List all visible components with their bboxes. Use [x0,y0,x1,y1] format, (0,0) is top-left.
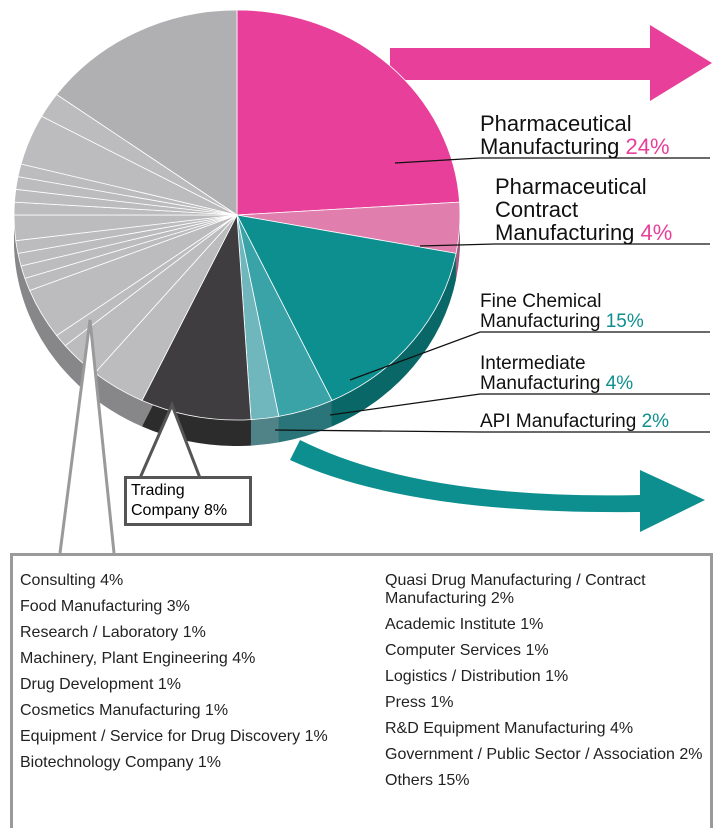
slice [56,9,238,216]
value-label: 15% [605,311,644,332]
callout [138,401,202,479]
category-name: Research / Laboratory [20,624,179,641]
value-label: 1% [157,676,181,693]
leader-line [394,157,710,164]
value-label: 1% [182,624,206,641]
value-label: 2% [679,746,703,763]
value-label: 1% [430,694,454,711]
category-name: Others [385,772,434,789]
value-label: 2% [490,590,514,607]
list-column: Quasi Drug Manufacturing / Contract Manu… [385,572,705,790]
list-item: Others 15% [385,772,705,790]
list-item: R&D Equipment Manufacturing 4% [385,720,705,738]
value-label: 4% [100,572,124,589]
category-name: Press [385,694,426,711]
list-item: Machinery, Plant Engineering 4% [20,650,350,668]
slice [236,9,460,216]
teal-arrow [290,440,705,532]
value-label: 1% [204,702,229,719]
pie-label: Intermediate Manufacturing 4% [480,354,700,394]
callout [58,319,116,554]
category-name: Computer Services [385,642,522,659]
pie-label: Pharmaceutical Contract Manufacturing 4% [495,175,685,244]
category-name: Cosmetics Manufacturing [20,702,201,719]
value-label: 4% [232,650,256,667]
category-name: API Manufacturing [480,411,637,432]
pink-arrow [390,25,712,101]
pie-label: API Manufacturing 2% [480,412,700,432]
value-label: 24% [625,134,670,159]
slice [141,213,252,421]
leader-line [419,243,710,247]
category-name: Academic Institute [385,616,516,633]
value-label: 3% [166,598,190,615]
value-label: 1% [197,754,222,771]
value-label: 15% [437,772,470,789]
category-name: Quasi Drug Manufacturing / Contract Manu… [385,572,646,607]
category-name: Equipment / Service for Drug Discovery [20,728,301,745]
value-label: 4% [610,720,634,737]
leader-line [274,429,710,433]
list-item: Cosmetics Manufacturing 1% [20,702,350,720]
list-item: Academic Institute 1% [385,616,705,634]
list-item: Food Manufacturing 3% [20,598,350,616]
category-name: Pharmaceutical Contract Manufacturing [495,174,647,245]
category-name: Machinery, Plant Engineering [20,650,228,667]
category-name: Government / Public Sector / Association [385,746,675,763]
list-item: Drug Development 1% [20,676,350,694]
list-item: Research / Laboratory 1% [20,624,350,642]
category-name: Fine Chemical Manufacturing [480,291,602,332]
list-item: Quasi Drug Manufacturing / Contract Manu… [385,572,705,608]
category-name: R&D Equipment Manufacturing [385,720,606,737]
value-label: 1% [525,642,549,659]
category-name: Intermediate Manufacturing [480,353,601,394]
list-item: Biotechnology Company 1% [20,754,350,772]
category-name: Trading Company [131,482,200,519]
leader-line [329,393,710,416]
value-label: 1% [545,668,569,685]
list-item: Logistics / Distribution 1% [385,668,705,686]
value-label: 1% [304,728,328,745]
list-item: Computer Services 1% [385,642,705,660]
pie-label: Fine Chemical Manufacturing 15% [480,292,700,332]
value-label: 2% [641,411,670,432]
list-item: Press 1% [385,694,705,712]
list-box [10,553,713,828]
category-name: Consulting [20,572,96,589]
category-name: Biotechnology Company [20,754,194,771]
trading-label: Trading Company 8% [124,476,252,526]
category-name: Food Manufacturing [20,598,163,615]
slice [236,214,457,402]
leaders [274,157,710,433]
leader-line [349,331,710,381]
value-label: 4% [640,220,673,245]
pie [13,9,461,446]
category-name: Pharmaceutical Manufacturing [480,111,632,159]
pie-label: Pharmaceutical Manufacturing 24% [480,112,690,158]
category-name: Drug Development [20,676,154,693]
list-item: Consulting 4% [20,572,350,590]
value-label: 8% [203,502,228,519]
value-label: 4% [605,373,634,394]
list-item: Equipment / Service for Drug Discovery 1… [20,728,350,746]
list-column: Consulting 4% Food Manufacturing 3% Resear… [20,572,350,772]
value-label: 1% [520,616,544,633]
list-item: Government / Public Sector / Association… [385,746,705,764]
category-name: Logistics / Distribution [385,668,541,685]
